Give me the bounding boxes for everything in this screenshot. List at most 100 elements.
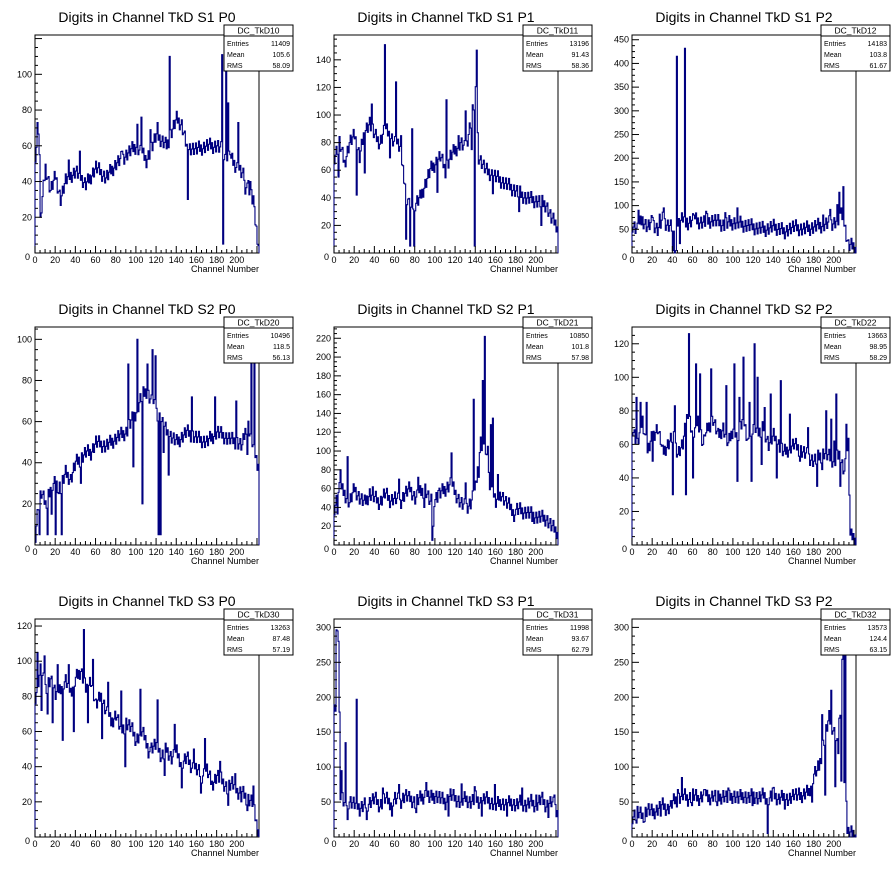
x-tick-label: 20 [647,255,657,265]
x-tick-label: 160 [786,255,801,265]
origin-label: 0 [622,252,627,262]
y-tick-label: 100 [614,201,629,211]
histogram-line [631,47,857,254]
x-tick-label: 0 [629,547,634,557]
x-axis-label: Channel Number [490,848,558,858]
x-tick-label: 140 [766,547,781,557]
x-axis-label: Channel Number [788,264,856,274]
y-tick-label: 40 [22,177,32,187]
origin-label: 0 [324,252,329,262]
x-tick-label: 100 [427,839,442,849]
x-tick-label: 140 [169,255,184,265]
x-tick-label: 160 [189,547,204,557]
stats-value: 13196 [570,41,590,48]
y-tick-label: 150 [614,177,629,187]
origin-label: 0 [324,836,329,846]
histogram-line [631,619,857,838]
stats-label: Entries [824,333,846,340]
x-tick-label: 0 [331,547,336,557]
stats-box [223,24,294,72]
y-tick-label: 250 [316,657,331,667]
origin-label: 0 [622,544,627,554]
histogram-panel: Digits in Channel TkD S1 P2 0 20 40 60 80 100 1… [614,9,891,274]
x-tick-label: 160 [786,839,801,849]
y-tick-label: 20 [321,220,331,230]
y-tick-label: 60 [321,165,331,175]
stats-box [522,316,593,364]
histogram-panel: Digits in Channel TkD S2 P1 0 20 40 60 80 100 1… [316,301,593,566]
y-tick-label: 140 [316,55,331,65]
x-tick-label: 40 [70,547,80,557]
x-tick-label: 40 [667,255,677,265]
stats-value: 58.36 [571,63,589,70]
histogram-panel: Digits in Channel TkD S2 P0 0 20 40 60 80 100 1… [17,301,294,566]
histogram-panel: Digits in Channel TkD S1 P0 0 20 40 60 80 100 1… [17,9,294,274]
stats-label: Mean [227,636,245,643]
y-tick-label: 220 [316,333,331,343]
x-tick-label: 80 [708,839,718,849]
x-tick-label: 60 [91,255,101,265]
x-tick-label: 180 [508,839,523,849]
histogram-panel: Digits in Channel TkD S3 P2 0 20 40 60 80 100 1… [614,593,891,858]
x-tick-label: 80 [410,839,420,849]
y-tick-label: 450 [614,35,629,45]
x-tick-label: 60 [91,547,101,557]
chart-title: Digits in Channel TkD S3 P0 [58,593,235,609]
chart-title: Digits in Channel TkD S2 P2 [655,301,832,317]
x-tick-label: 20 [50,839,60,849]
x-axis-label: Channel Number [788,556,856,566]
x-tick-label: 60 [91,839,101,849]
x-tick-label: 120 [746,547,761,557]
x-tick-label: 0 [32,839,37,849]
stats-label: RMS [824,63,840,70]
stats-box [522,24,593,72]
x-tick-label: 40 [70,839,80,849]
stats-label: Mean [227,344,245,351]
x-tick-label: 0 [629,839,634,849]
stats-label: Mean [526,52,544,59]
x-tick-label: 140 [468,839,483,849]
x-tick-label: 40 [369,255,379,265]
x-tick-label: 40 [369,839,379,849]
x-tick-label: 160 [488,547,503,557]
stats-label: Entries [824,41,846,48]
y-tick-label: 80 [321,465,331,475]
x-tick-label: 180 [508,255,523,265]
x-tick-label: 100 [427,547,442,557]
stats-value: 118.5 [273,344,290,351]
y-tick-label: 120 [614,339,629,349]
x-tick-label: 200 [229,839,244,849]
y-tick-label: 150 [316,727,331,737]
y-tick-label: 40 [22,458,32,468]
x-tick-label: 200 [826,255,841,265]
x-tick-label: 80 [410,547,420,557]
histogram-panel: Digits in Channel TkD S1 P1 0 20 40 60 80 100 1… [316,9,593,274]
x-tick-label: 200 [528,547,543,557]
chart-title: Digits in Channel TkD S1 P0 [58,9,235,25]
x-tick-label: 160 [189,839,204,849]
stats-name: DC_TkD31 [536,610,578,620]
x-tick-label: 120 [746,255,761,265]
plot-frame [34,34,260,254]
chart-title: Digits in Channel TkD S1 P1 [357,9,534,25]
y-tick-label: 100 [17,656,32,666]
x-tick-label: 120 [448,255,463,265]
y-tick-label: 60 [22,727,32,737]
x-tick-label: 40 [70,255,80,265]
y-tick-label: 80 [22,375,32,385]
y-tick-label: 40 [22,762,32,772]
histogram-line [333,629,559,837]
y-tick-label: 50 [619,224,629,234]
stats-box [820,608,891,656]
y-tick-label: 100 [17,334,32,344]
stats-label: Entries [227,625,249,632]
plot-frame [333,326,559,546]
x-tick-label: 120 [149,839,164,849]
x-tick-label: 100 [128,547,143,557]
y-tick-label: 20 [22,797,32,807]
x-tick-label: 140 [169,839,184,849]
stats-label: RMS [227,647,243,654]
y-tick-label: 20 [22,212,32,222]
stats-label: RMS [526,63,542,70]
x-tick-label: 140 [468,255,483,265]
